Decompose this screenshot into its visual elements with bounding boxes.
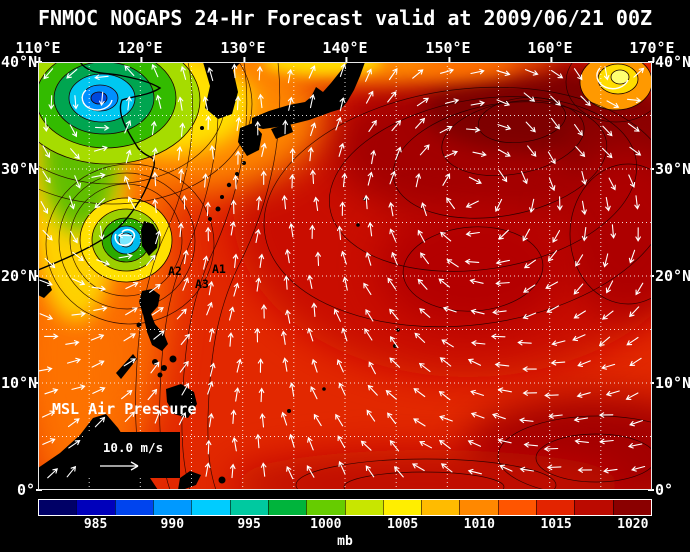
latitude-label: 40°N — [648, 53, 690, 71]
colorbar-tick-label: 1010 — [463, 517, 495, 532]
coastline-hainan — [38, 277, 52, 298]
wind-scale-box — [86, 432, 180, 478]
coastline-korea — [203, 62, 241, 119]
storm-label-a1: A1 — [212, 262, 226, 276]
colorbar-segment — [382, 500, 422, 515]
latitude-label: 0° — [648, 483, 689, 498]
coastline-mindanao — [166, 384, 197, 418]
coastline-honshu — [252, 62, 365, 129]
coastline-taiwan — [141, 221, 159, 256]
latitude-label: 40°N — [1, 53, 42, 71]
longitude-label: 130°E — [220, 39, 266, 62]
coastline-jeju — [200, 126, 204, 130]
colorbar-ticks: 985 990 995 1000 1005 1010 1015 1020 — [38, 517, 652, 533]
longitude-label: 160°E — [527, 39, 573, 62]
storm-label-a3: A3 — [195, 277, 209, 291]
colorbar-tick-label: 1015 — [540, 517, 572, 532]
latitude-label: 30°N — [1, 160, 42, 178]
colorbar-tick-label: 1005 — [386, 517, 419, 532]
map-border — [38, 62, 652, 490]
typhoon-rings — [79, 197, 173, 283]
colorbar-tick-label: 1000 — [310, 517, 342, 532]
latitude-label: 10°N — [648, 374, 690, 392]
coastline-ryukyu-islands — [208, 161, 246, 221]
pressure-map-svg: A2 A1 A3 MSL Air Pressure 10.0 m/s — [38, 62, 652, 490]
latitude-label: 10°N — [1, 374, 42, 392]
latitude-label: 20°N — [1, 267, 42, 285]
coastline-halmahera — [218, 476, 226, 484]
colorbar-segment — [421, 500, 460, 515]
wind-scale-legend: 10.0 m/s — [86, 432, 180, 478]
longitude-label: 150°E — [425, 39, 471, 62]
colorbar-segment — [536, 500, 575, 515]
ne-low-swirl — [596, 67, 629, 90]
longitude-label: 120°E — [117, 39, 163, 62]
longitude-label: 170°E — [629, 39, 675, 62]
coastline-sulawesi — [178, 471, 201, 490]
colorbar-tick-label: 995 — [237, 517, 261, 532]
cyclone-swirls — [81, 67, 629, 247]
longitude-label: 110°E — [15, 39, 61, 62]
storm-labels: A2 A1 A3 — [168, 262, 226, 291]
nw-low-swirl — [81, 89, 113, 111]
typhoon-swirl — [114, 228, 136, 247]
colorbar-tick-label: 985 — [83, 517, 108, 532]
colorbar-segment — [191, 500, 230, 515]
coastline-shikoku — [271, 123, 293, 139]
colorbar-segment — [39, 500, 77, 515]
colorbar-tick-label: 990 — [160, 517, 185, 532]
colorbar-segment — [229, 500, 268, 515]
latitude-label: 20°N — [648, 267, 690, 285]
coastline-luzon — [139, 289, 168, 351]
grid-lines — [38, 62, 652, 490]
map-plot: A2 A1 A3 MSL Air Pressure 10.0 m/s — [38, 62, 652, 490]
latitude-label: 30°N — [648, 160, 690, 178]
colorbar-unit-label: mb — [337, 534, 353, 549]
colorbar-tick-label: 1020 — [617, 517, 649, 532]
colorbar — [38, 499, 652, 516]
colorbar-segment — [344, 500, 383, 515]
coastline-china — [38, 62, 162, 271]
colorbar-segment — [574, 500, 613, 515]
low-ne-corner-rings — [579, 62, 652, 111]
colorbar-segment — [612, 500, 651, 515]
colorbar-segment — [76, 500, 115, 515]
colorbar-segment — [152, 500, 192, 515]
chart-title: FNMOC NOGAPS 24-Hr Forecast valid at 200… — [37, 6, 653, 30]
colorbar-segment — [306, 500, 345, 515]
coastline-visayas — [136, 322, 177, 378]
coastline-kyushu — [238, 123, 262, 156]
longitude-label: 140°E — [322, 39, 368, 62]
storm-label-a2: A2 — [168, 264, 182, 278]
colorbar-segment — [497, 500, 537, 515]
wind-scale-label: 10.0 m/s — [103, 440, 163, 455]
field-label: MSL Air Pressure — [52, 400, 197, 418]
wind-scale-arrow — [100, 461, 139, 471]
latitude-label: 0° — [1, 483, 42, 498]
coastline-palawan — [116, 354, 137, 379]
colorbar-segment — [267, 500, 307, 515]
colorbar-segment — [459, 500, 498, 515]
colorbar-segment — [114, 500, 153, 515]
wind-vector-field — [38, 63, 646, 480]
wind-vectors — [38, 63, 646, 480]
